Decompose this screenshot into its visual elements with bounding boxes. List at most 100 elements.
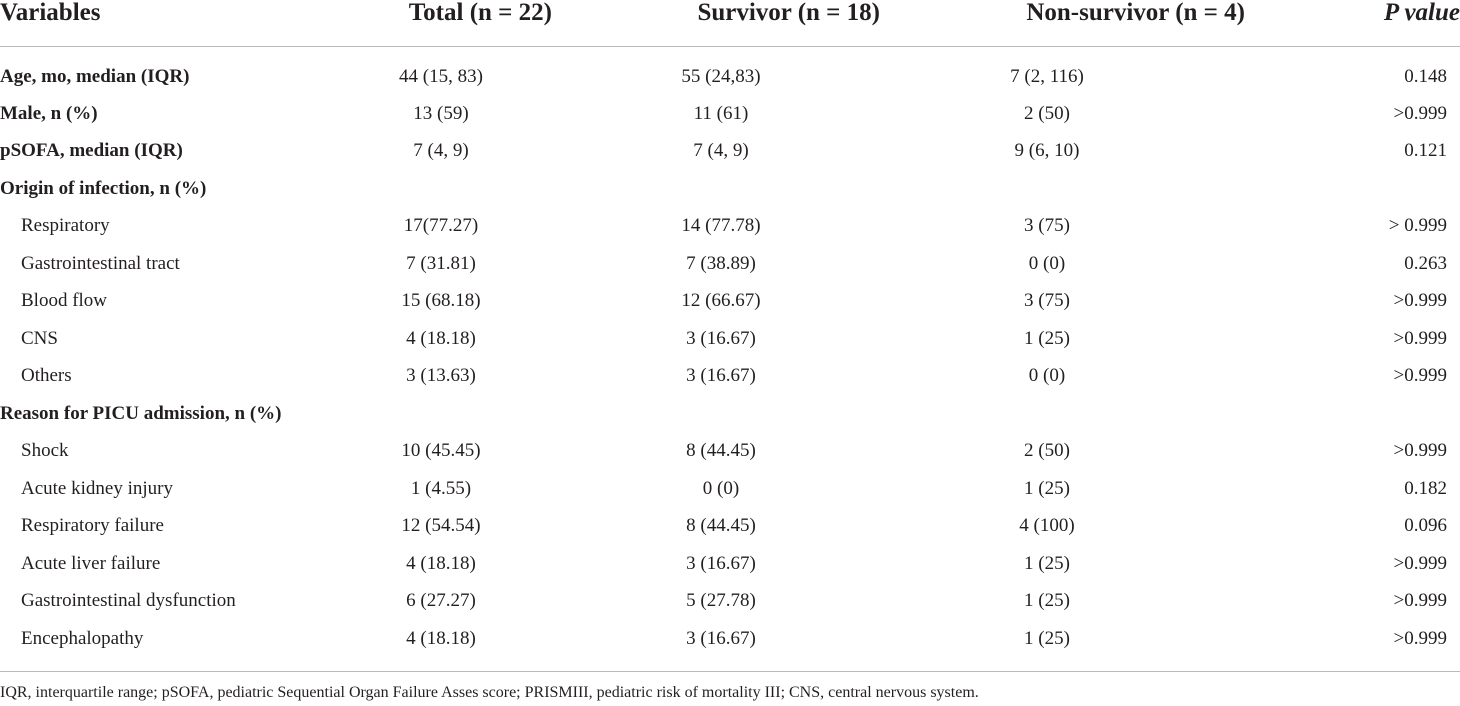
table-row: Encephalopathy 4 (18.18) 3 (16.67) 1 (25) >0… [0,620,1460,658]
table-footnote: IQR, interquartile range; pSOFA, pediatr… [0,684,979,701]
cell-total: 3 (13.63) [406,365,476,387]
cell-p-value [1314,170,1460,208]
cell-non-survivor: 1 (25) [1024,327,1070,349]
cell-p-value: >0.999 [1393,440,1447,462]
table-row: Respiratory failure 12 (54.54) 8 (44.45) 4 … [0,508,1460,546]
table-header: Variables Total (n = 22) Survivor (n = 1… [0,0,1460,47]
cell-total: 7 (31.81) [406,252,476,274]
cell-p-value: >0.999 [1393,327,1447,349]
row-label: Encephalopathy [21,627,144,649]
row-label: Blood flow [21,290,108,312]
cell-total: 4 (18.18) [406,552,476,574]
cell-survivor: 7 (4, 9) [693,140,749,162]
cell-p-value: 0.121 [1404,140,1447,162]
cell-non-survivor: 0 (0) [1028,365,1066,387]
cell-total: 17(77.27) [403,215,479,237]
cell-non-survivor: 1 (25) [1024,590,1070,612]
cell-survivor: 8 (44.45) [686,440,756,462]
cell-non-survivor: 3 (75) [1024,290,1070,312]
table-row: Acute kidney injury 1 (4.55) 0 (0) 1 (25) 0.… [0,470,1460,508]
cell-total: 4 (18.18) [406,627,476,649]
cell-survivor: 12 (66.67) [681,290,761,312]
cell-survivor: 5 (27.78) [686,590,756,612]
cell-non-survivor: 1 (25) [1024,477,1070,499]
table-body: Age, mo, median (IQR) 44 (15, 83) 55 (24,8… [0,46,1460,658]
cell-survivor: 3 (16.67) [686,365,756,387]
row-label: Acute liver failure [21,552,161,574]
cell-p-value: >0.999 [1393,102,1447,124]
table-row: Blood flow 15 (68.18) 12 (66.67) 3 (75) >0.9… [0,283,1460,321]
table-row: Age, mo, median (IQR) 44 (15, 83) 55 (24,8… [0,46,1460,95]
table-row: pSOFA, median (IQR) 7 (4, 9) 7 (4, 9) 9 (6,… [0,133,1460,171]
cell-p-value: >0.999 [1393,365,1447,387]
table-row: Shock 10 (45.45) 8 (44.45) 2 (50) >0.999 [0,433,1460,471]
cell-total [370,170,582,208]
cell-non-survivor: 2 (50) [1024,102,1070,124]
header-row: Variables Total (n = 22) Survivor (n = 1… [0,0,1460,47]
cell-total: 1 (4.55) [410,477,472,499]
row-label-section: Origin of infection, n (%) [0,177,207,199]
table-row: Others 3 (13.63) 3 (16.67) 0 (0) >0.999 [0,358,1460,396]
cell-non-survivor [920,170,1314,208]
cell-total: 10 (45.45) [401,440,481,462]
table-bottom-rule [0,671,1460,672]
cell-non-survivor: 0 (0) [1028,252,1066,274]
row-label: Respiratory failure [21,515,164,537]
cell-non-survivor: 1 (25) [1024,627,1070,649]
cell-p-value: 0.148 [1404,65,1447,87]
cell-survivor [582,170,920,208]
cell-survivor: 11 (61) [693,102,749,124]
row-label: Shock [21,440,69,462]
cell-p-value: >0.999 [1393,552,1447,574]
cell-total: 44 (15, 83) [399,65,483,87]
cell-total: 6 (27.27) [406,590,476,612]
cell-p-value: 0.182 [1404,477,1447,499]
cell-survivor [582,395,920,433]
cell-non-survivor: 7 (2, 116) [1010,65,1084,87]
row-label: Acute kidney injury [21,477,173,499]
cell-p-value [1314,395,1460,433]
table-row: Respiratory 17(77.27) 14 (77.78) 3 (75) > 0.… [0,208,1460,246]
cell-p-value: >0.999 [1393,627,1447,649]
cell-total: 7 (4, 9) [413,140,469,162]
cell-non-survivor: 3 (75) [1024,215,1070,237]
cell-total [370,395,582,433]
data-table: Variables Total (n = 22) Survivor (n = 1… [0,0,1460,658]
row-label: Gastrointestinal dysfunction [21,590,236,612]
header-non-survivor: Non-survivor (n = 4) [920,0,1314,47]
header-variables: Variables [0,0,370,47]
table-container: Variables Total (n = 22) Survivor (n = 1… [0,0,1460,658]
cell-survivor: 3 (16.67) [686,627,756,649]
row-label: CNS [21,327,58,349]
cell-non-survivor: 9 (6, 10) [1014,140,1080,162]
header-p-value: P value [1314,0,1460,47]
row-label-section: pSOFA, median (IQR) [0,140,183,162]
header-survivor: Survivor (n = 18) [582,0,920,47]
cell-p-value: > 0.999 [1388,215,1447,237]
row-label-section: Reason for PICU admission, n (%) [0,402,282,424]
cell-p-value: 0.096 [1404,515,1447,537]
cell-p-value: >0.999 [1393,590,1447,612]
cell-survivor: 14 (77.78) [681,215,761,237]
cell-total: 15 (68.18) [401,290,481,312]
row-label-section: Age, mo, median (IQR) [0,65,190,87]
cell-survivor: 55 (24,83) [681,65,761,87]
table-row: Acute liver failure 4 (18.18) 3 (16.67) 1 (… [0,545,1460,583]
cell-non-survivor: 2 (50) [1024,440,1070,462]
cell-survivor: 3 (16.67) [686,552,756,574]
header-total: Total (n = 22) [370,0,582,47]
cell-p-value: >0.999 [1393,290,1447,312]
table-row: Origin of infection, n (%) [0,170,1460,208]
cell-survivor: 7 (38.89) [686,252,756,274]
cell-survivor: 8 (44.45) [686,515,756,537]
cell-total: 12 (54.54) [401,515,481,537]
cell-non-survivor: 1 (25) [1024,552,1070,574]
table-row: CNS 4 (18.18) 3 (16.67) 1 (25) >0.999 [0,320,1460,358]
row-label: Respiratory [21,215,110,237]
cell-total: 13 (59) [413,102,469,124]
row-label-section: Male, n (%) [0,102,98,124]
cell-survivor: 3 (16.67) [686,327,756,349]
row-label: Gastrointestinal tract [21,252,180,274]
table-row: Male, n (%) 13 (59) 11 (61) 2 (50) >0.999 [0,95,1460,133]
cell-total: 4 (18.18) [406,327,476,349]
